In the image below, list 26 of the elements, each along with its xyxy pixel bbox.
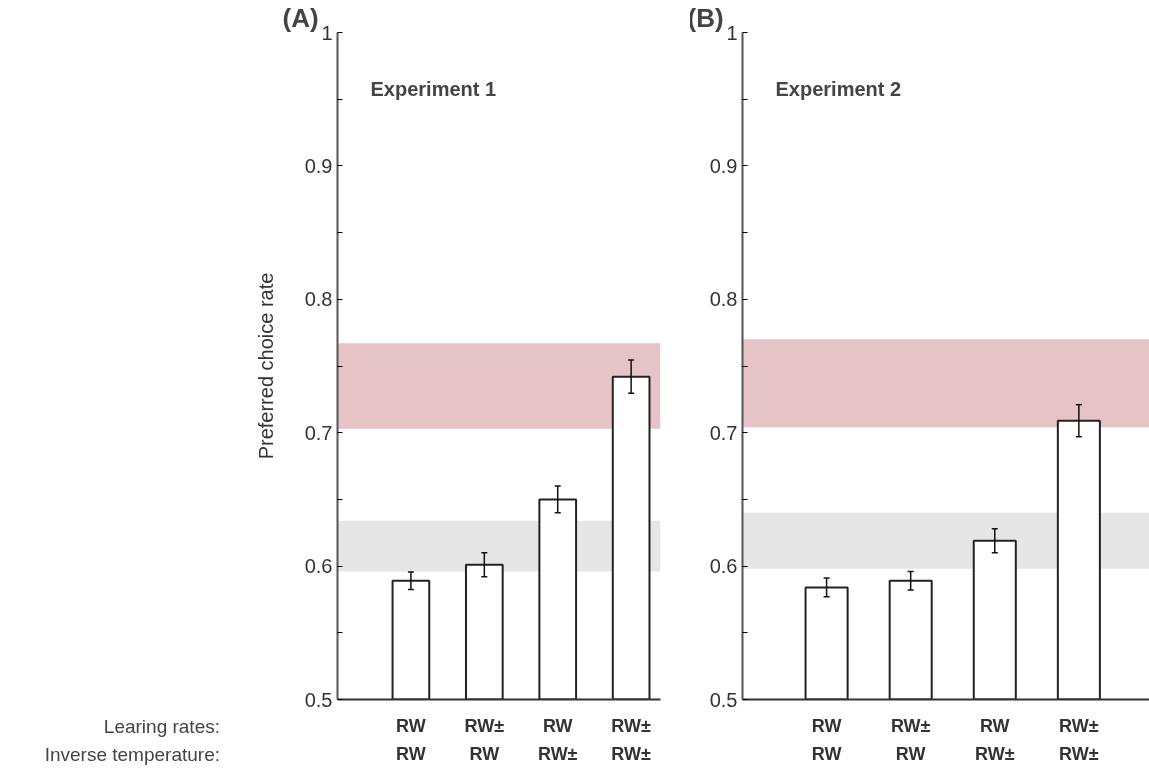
y-tick-label: 0.9 [709, 154, 738, 177]
x-tick-label: RW RW [811, 715, 842, 764]
text: Experiment 1 [370, 77, 497, 100]
y-tick-label: 0.8 [304, 288, 333, 311]
y-tick-label: 1 [726, 21, 738, 44]
y-tick-label: 1 [321, 21, 333, 44]
y-tick-label: 0.8 [709, 288, 738, 311]
y-tick-label: 0.5 [304, 688, 333, 711]
x-tick-label: RW± RW± [1059, 715, 1099, 764]
x-tick-label: RW± RW [464, 715, 505, 764]
y-tick-label: 0.6 [304, 555, 333, 578]
y-tick-label: 0.7 [304, 421, 333, 444]
text: Learing rates: [103, 715, 220, 739]
x-tick-label: RW± RW [890, 715, 931, 764]
x-tick-label: RW RW± [537, 715, 578, 764]
chart-title: (A) [282, 2, 319, 33]
text: Experiment 2 [775, 77, 902, 100]
text: Inverse temperature: [44, 743, 220, 767]
y-tick-label: 0.9 [304, 154, 333, 177]
x-tick-label: RW RW [396, 715, 426, 764]
y-tick-label: 0.7 [709, 421, 738, 444]
y-tick-label: 0.5 [709, 688, 738, 711]
y-tick-label: 0.6 [709, 555, 738, 578]
y-axis-title: Preferred choice rate [254, 272, 277, 460]
x-tick-label: RW± RW± [611, 715, 652, 764]
x-tick-label: RW RW± [975, 715, 1015, 764]
